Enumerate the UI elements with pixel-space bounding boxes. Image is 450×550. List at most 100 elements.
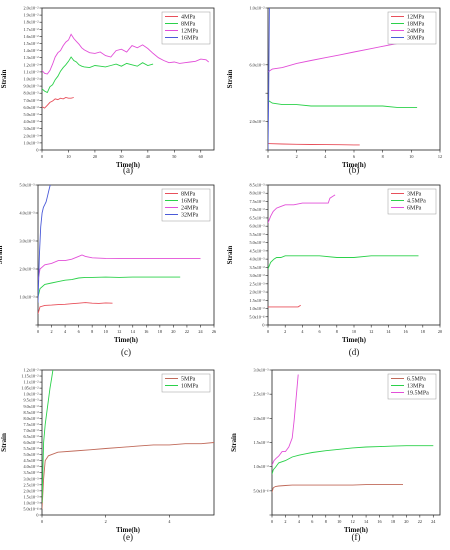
y-tick-label: 2.0x10⁻³ <box>250 290 266 295</box>
series-line-10mpa <box>42 370 54 503</box>
y-tick-label: 8.5x10⁻³ <box>250 183 266 188</box>
y-tick-label: 1.3x10⁻² <box>24 55 40 60</box>
x-tick-label: 8 <box>336 329 338 334</box>
x-tick-label: 16 <box>144 329 148 334</box>
legend-label: 19.5MPa <box>407 391 429 397</box>
chart-panel-3: 0 2 4 6 8 10 12 14 16 18 20 22 24 261.0x10⁻³2.0x10⁻³3… <box>0 183 216 358</box>
y-tick-label: 4.0x10⁻³ <box>24 464 40 469</box>
y-tick-label: 1.5x10⁻³ <box>254 440 270 445</box>
y-tick-label: 1.0x10⁻³ <box>24 500 40 505</box>
y-tick-label: 8.5x10⁻³ <box>24 410 40 415</box>
y-tick-label: 1.05x10⁻² <box>21 386 39 391</box>
y-tick-label: 3.0x10⁻³ <box>20 239 36 244</box>
y-tick-label: 2.0x10⁻³ <box>20 267 36 272</box>
y-axis-label: Strain <box>0 246 4 265</box>
series-line-8mpa <box>42 56 154 94</box>
y-tick-label: 5.0x10⁻³ <box>24 452 40 457</box>
legend-label: 5MPa <box>181 377 196 383</box>
y-axis-label: Strain <box>226 246 234 265</box>
x-tick-label: 8 <box>382 154 384 159</box>
y-tick-label: 2.5x10⁻³ <box>24 482 40 487</box>
y-tick-label: 5.0x10⁻⁴ <box>23 506 39 511</box>
plot-frame <box>37 184 215 326</box>
y-tick-label: 2.0x10⁻² <box>24 6 40 11</box>
series-line-6-5mpa <box>272 484 403 493</box>
y-tick-label: 9.0x10⁻³ <box>24 404 40 409</box>
y-tick-label: 4.5x10⁻³ <box>24 458 40 463</box>
y-tick-label: 3.5x10⁻³ <box>24 470 40 475</box>
y-tick-label: 5.5x10⁻³ <box>250 232 266 237</box>
y-tick-label: 6.0x10⁻³ <box>250 62 266 67</box>
series-line-4-5mpa <box>268 255 419 270</box>
x-tick-label: 10 <box>66 154 70 159</box>
y-tick-label: 1.1x10⁻² <box>24 380 40 385</box>
legend-label: 16MPa <box>181 36 199 42</box>
legend-label: 24MPa <box>407 29 425 35</box>
panel-caption: (a) <box>123 165 133 175</box>
y-tick-label: 6.0x10⁻³ <box>24 440 40 445</box>
x-axis-label: Time(h) <box>116 161 141 169</box>
series-line-6mpa <box>268 194 336 224</box>
legend-label: 4.5MPa <box>407 199 426 205</box>
x-tick-label: 16 <box>404 329 408 334</box>
legend-label: 16MPa <box>181 199 199 205</box>
x-tick-label: 4 <box>324 154 327 159</box>
x-tick-label: 2 <box>284 329 286 334</box>
x-tick-label: 18 <box>391 519 395 524</box>
y-tick-label: 1.15x10⁻² <box>21 374 39 379</box>
y-tick-label: 9.0x10⁻³ <box>24 84 40 89</box>
y-tick-label: 5.0x10⁻⁴ <box>253 488 269 493</box>
y-tick-label: 8.0x10⁻³ <box>250 191 266 196</box>
y-tick-label: 1.5x10⁻³ <box>24 494 40 499</box>
x-tick-label: 60 <box>199 154 203 159</box>
y-tick-label: 5.5x10⁻³ <box>24 446 40 451</box>
legend-label: 3MPa <box>407 192 422 198</box>
x-tick-label: 14 <box>131 329 136 334</box>
y-tick-label: 3.5x10⁻³ <box>250 265 266 270</box>
chart-panel-4: 0 2 4 6 8 10 12 14 16 18 20 0 5.0x10⁻⁴ 1.0x10⁻³ 1.5x10… <box>226 183 442 358</box>
legend-box <box>387 11 437 45</box>
legend-box <box>161 11 211 45</box>
y-tick-label: 1.2x10⁻² <box>24 62 40 67</box>
x-tick-label: 14 <box>386 329 391 334</box>
y-tick-label: 4.0x10⁻³ <box>20 211 36 216</box>
x-tick-label: 20 <box>438 329 442 334</box>
legend-box <box>161 188 211 222</box>
y-tick-label: 1.0x10⁻² <box>24 77 40 82</box>
y-tick-label: 6.0x10⁻³ <box>24 105 40 110</box>
x-tick-label: 0 <box>37 329 39 334</box>
y-tick-label: 7.5x10⁻³ <box>250 199 266 204</box>
x-tick-label: 12 <box>351 519 355 524</box>
y-tick-label: 5.0x10⁻³ <box>24 112 40 117</box>
legend-label: 10MPa <box>181 384 199 390</box>
y-tick-label: 4.5x10⁻³ <box>250 248 266 253</box>
series-line-32mpa <box>38 185 51 303</box>
y-tick-label: 8.0x10⁻³ <box>24 91 40 96</box>
series-line-5mpa <box>42 442 214 510</box>
y-tick-label: 4.0x10⁻³ <box>250 257 266 262</box>
y-tick-label: 0 <box>36 148 38 153</box>
x-tick-label: 12 <box>438 154 442 159</box>
series-line-4mpa <box>42 97 74 109</box>
chart-panel-2: 0 2 4 6 8 10 12 2.0x10⁻³ 6.0x10⁻³ 1.0x10⁻² Time(h)… <box>226 6 442 176</box>
x-tick-label: 10 <box>337 519 341 524</box>
series-line-18mpa <box>268 99 418 108</box>
x-tick-label: 4 <box>64 329 67 334</box>
x-tick-label: 12 <box>117 329 121 334</box>
legend-label: 12MPa <box>407 15 425 21</box>
chart-panel-6: 0 2 4 6 8 10 12 14 16 18 20 22 245.0x10⁻⁴1.0x10⁻³1.5… <box>230 368 441 542</box>
x-tick-label: 6 <box>311 519 313 524</box>
y-tick-label: 3.0x10⁻³ <box>254 368 270 373</box>
x-tick-label: 6 <box>353 154 355 159</box>
legend-label: 8MPa <box>181 192 196 198</box>
x-tick-label: 26 <box>212 329 216 334</box>
y-tick-label: 1.0x10⁻³ <box>254 464 270 469</box>
x-tick-label: 0 <box>41 154 43 159</box>
y-tick-label: 2.0x10⁻³ <box>254 416 270 421</box>
y-tick-label: 0 <box>36 513 38 518</box>
x-tick-label: 2 <box>105 519 107 524</box>
chart-panel-5: 0 2 4 0 5.0x10⁻⁴1.0x10⁻³1.5x10⁻³2.0x10⁻³2.5x… <box>0 368 215 542</box>
y-tick-label: 5.0x10⁻⁴ <box>249 314 265 319</box>
y-tick-label: 1.4x10⁻² <box>24 48 40 53</box>
y-tick-label: 2.5x10⁻³ <box>254 392 270 397</box>
